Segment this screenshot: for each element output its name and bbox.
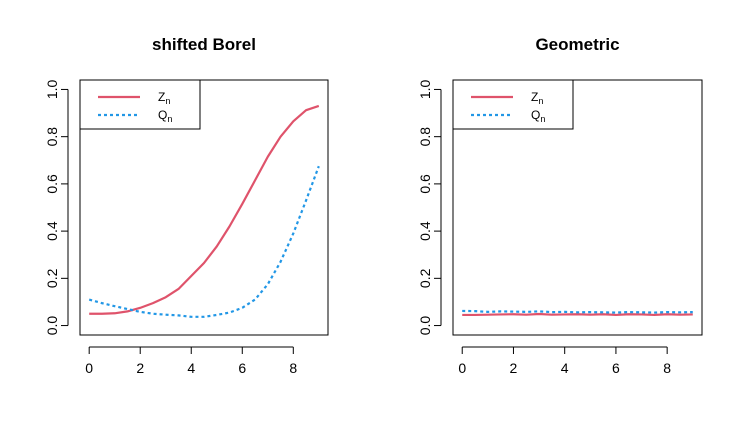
- y-tick-label: 0.0: [417, 316, 433, 336]
- x-tick-label: 6: [238, 360, 246, 376]
- legend-label: Zn: [158, 90, 170, 106]
- x-axis: 0 2 4 6 8: [458, 346, 671, 376]
- legend-label-main: Q: [158, 108, 167, 122]
- chart-title: shifted Borel: [152, 35, 256, 54]
- plot-frame: [452, 79, 703, 336]
- x-tick-label: 4: [187, 360, 195, 376]
- x-tick-label: 8: [663, 360, 671, 376]
- y-tick-label: 0.2: [417, 268, 433, 288]
- y-tick-label: 0.6: [44, 174, 60, 194]
- chart-title: Geometric: [535, 35, 619, 54]
- x-tick-label: 8: [289, 360, 297, 376]
- y-tick-label: 0.8: [417, 127, 433, 147]
- legend-label-subscript: n: [165, 96, 170, 106]
- y-tick-label: 0.0: [44, 316, 60, 336]
- x-tick-label: 2: [510, 360, 518, 376]
- x-tick-label: 4: [561, 360, 569, 376]
- x-tick-label: 0: [85, 360, 93, 376]
- x-tick-label: 6: [612, 360, 620, 376]
- legend-label-subscript: n: [540, 114, 545, 124]
- y-tick-label: 0.8: [44, 127, 60, 147]
- y-tick-label: 0.2: [44, 268, 60, 288]
- legend-box: [79, 79, 201, 130]
- legend-box: [452, 79, 574, 130]
- x-tick-label: 2: [136, 360, 144, 376]
- series-line-z: [462, 312, 693, 317]
- series-line-z: [89, 104, 320, 315]
- legend-label-main: Q: [531, 108, 540, 122]
- y-tick-label: 0.4: [417, 221, 433, 241]
- legend-label: Zn: [531, 90, 543, 106]
- y-tick-label: 1.0: [417, 80, 433, 100]
- y-tick-label: 0.6: [417, 174, 433, 194]
- series-line-q: [88, 165, 320, 318]
- y-axis: 0.0 0.2 0.4 0.6 0.8 1.0: [44, 80, 69, 336]
- x-tick-label: 0: [458, 360, 466, 376]
- y-tick-label: 1.0: [44, 80, 60, 100]
- legend-label: Qn: [158, 108, 172, 124]
- legend-label-subscript: n: [538, 96, 543, 106]
- series-line-q: [462, 309, 693, 314]
- plot-frame: [79, 79, 329, 336]
- legend-label: Qn: [531, 108, 545, 124]
- legend-label-main: Z: [158, 90, 165, 104]
- y-tick-label: 0.4: [44, 221, 60, 241]
- x-axis: 0 2 4 6 8: [85, 346, 297, 376]
- legend-label-subscript: n: [167, 114, 172, 124]
- y-axis: 0.0 0.2 0.4 0.6 0.8 1.0: [417, 80, 442, 336]
- legend-label-main: Z: [531, 90, 538, 104]
